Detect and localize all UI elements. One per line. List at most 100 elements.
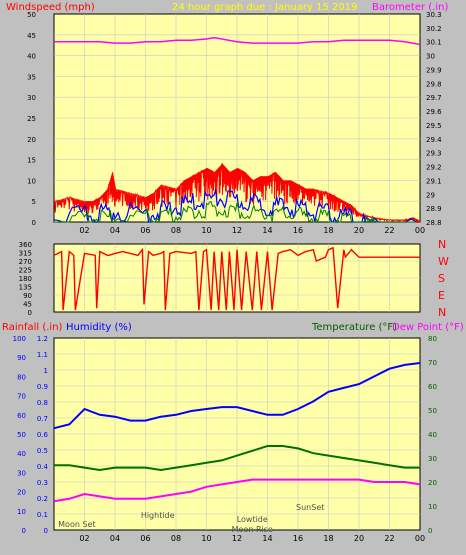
astro-annotation: Moon Rise (232, 525, 273, 534)
temperature-tick: 80 (428, 335, 437, 343)
x-tick-label: 02 (79, 534, 89, 543)
x-tick-label: 08 (171, 226, 181, 235)
humidity-tick: 70 (17, 393, 26, 401)
x-tick-label: 06 (140, 226, 150, 235)
rainfall-tick: 0.5 (37, 447, 48, 455)
humidity-tick: 40 (17, 450, 26, 458)
rainfall-tick: 0.6 (37, 431, 49, 439)
y-tick-right: 29.9 (426, 66, 442, 74)
x-tick-label: 18 (323, 534, 333, 543)
y-tick-right: 29.1 (426, 177, 442, 185)
y-tick-left: 35 (27, 73, 36, 81)
humidity-label: Humidity (%) (66, 322, 132, 333)
gust-series (54, 163, 421, 223)
y-tick-left: 5 (32, 198, 36, 206)
y-tick-right: 30.2 (426, 25, 442, 33)
x-tick-label: 16 (293, 226, 303, 235)
x-tick-label: 18 (323, 226, 333, 235)
astro-annotation: SunSet (296, 503, 324, 512)
x-tick-label: 12 (232, 226, 242, 235)
y-tick-right: 29.8 (426, 80, 442, 88)
rainfall-tick: 0.7 (37, 415, 48, 423)
rainfall-tick: 0.8 (37, 399, 48, 407)
direction-tick: 225 (19, 267, 32, 275)
wind-direction-series (53, 246, 420, 311)
compass-label: S (438, 272, 445, 285)
humidity-tick: 30 (17, 469, 26, 477)
temperature-tick: 40 (428, 431, 437, 439)
temperature-tick: 60 (428, 383, 437, 391)
y-tick-right: 29.7 (426, 94, 442, 102)
y-tick-left: 10 (27, 177, 36, 185)
humidity-tick: 60 (17, 412, 26, 420)
humidity-tick: 90 (17, 354, 26, 362)
temperature-tick: 50 (428, 407, 437, 415)
humidity-series (53, 362, 421, 430)
direction-tick: 135 (19, 284, 32, 292)
y-tick-right: 28.8 (426, 219, 442, 227)
temperature-tick: 20 (428, 479, 437, 487)
x-tick-label: 02 (79, 226, 89, 235)
barometer-series (54, 36, 421, 46)
y-tick-right: 30.3 (426, 11, 442, 19)
x-tick-label: 22 (384, 226, 394, 235)
direction-tick: 315 (19, 250, 32, 258)
rainfall-tick: 0.9 (37, 383, 48, 391)
humidity-tick: 10 (17, 508, 26, 516)
rainfall-tick: 1.1 (37, 351, 48, 359)
x-tick-label: 06 (140, 534, 150, 543)
direction-tick: 0 (28, 309, 32, 317)
temperature-tick: 30 (428, 455, 437, 463)
x-tick-label: 14 (262, 226, 272, 235)
series-lines (53, 36, 421, 503)
humidity-tick: 0 (22, 527, 26, 535)
compass-label: N (438, 238, 446, 251)
rainfall-tick: 0 (44, 527, 48, 535)
direction-tick: 360 (19, 241, 32, 249)
y-tick-left: 30 (27, 94, 36, 102)
compass-label: N (438, 306, 446, 319)
y-tick-right: 29.4 (426, 136, 442, 144)
humidity-tick: 80 (17, 373, 26, 381)
y-tick-right: 29.3 (426, 150, 442, 158)
temperature-label: Temperature (°F) (311, 322, 397, 333)
x-tick-label: 04 (110, 534, 120, 543)
direction-tick: 180 (19, 275, 32, 283)
avg-wind-series (54, 201, 416, 224)
rainfall-tick: 1.2 (37, 335, 48, 343)
astro-annotation: Lowtide (237, 515, 268, 524)
humidity-tick: 100 (13, 335, 26, 343)
x-tick-label: 00 (415, 534, 425, 543)
temperature-tick: 10 (428, 503, 437, 511)
compass-label: E (438, 289, 445, 302)
y-tick-left: 15 (27, 157, 36, 165)
y-tick-right: 30 (426, 53, 435, 61)
y-tick-right: 28.9 (426, 205, 442, 213)
astro-annotation: Moon Set (58, 520, 95, 529)
humidity-tick: 50 (17, 431, 26, 439)
temperature-tick: 0 (428, 527, 432, 535)
barometer-label: Barometer (.in) (372, 2, 448, 13)
x-tick-label: 16 (293, 534, 303, 543)
x-tick-label: 04 (110, 226, 120, 235)
rainfall-tick: 0.1 (37, 511, 48, 519)
humidity-tick: 20 (17, 489, 26, 497)
temperature-series (54, 445, 420, 472)
y-tick-left: 50 (27, 11, 36, 19)
x-tick-label: 08 (171, 534, 181, 543)
y-tick-left: 40 (27, 53, 36, 61)
dewpoint-series (53, 478, 421, 503)
rainfall-tick: 0.4 (37, 463, 49, 471)
x-tick-label: 20 (354, 226, 364, 235)
direction-tick: 270 (19, 258, 32, 266)
dewpoint-label: Dew Point (°F) (392, 322, 464, 333)
rainfall-tick: 1 (44, 367, 48, 375)
compass-label: W (438, 255, 449, 268)
rainfall-label: Rainfall (.in) (2, 322, 63, 333)
x-tick-label: 12 (232, 534, 242, 543)
x-tick-label: 14 (262, 534, 272, 543)
y-tick-right: 29.2 (426, 164, 442, 172)
